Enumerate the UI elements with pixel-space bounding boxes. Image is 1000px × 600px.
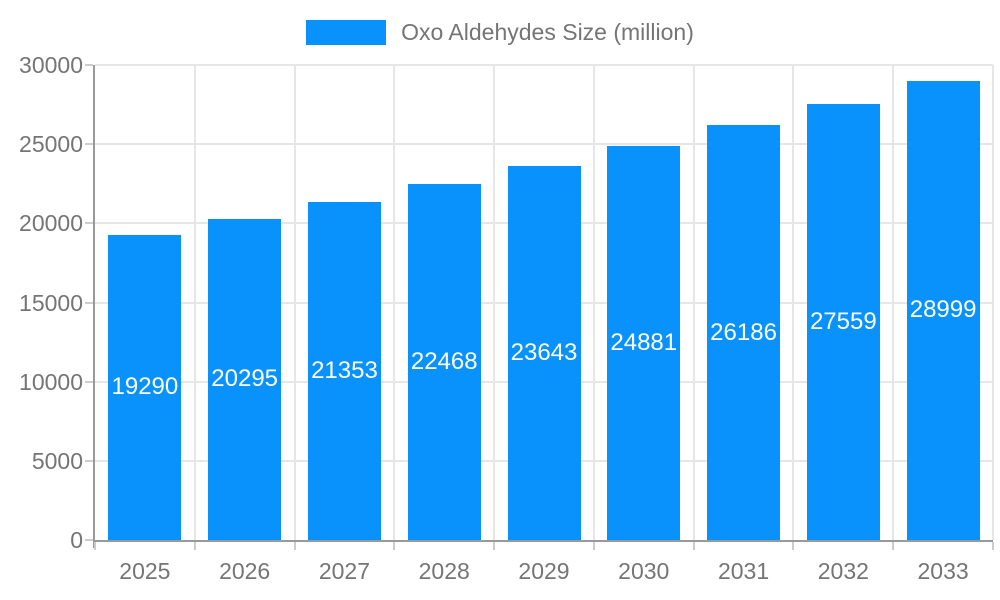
bar[interactable]: 22468 bbox=[407, 184, 481, 540]
bar[interactable]: 20295 bbox=[208, 218, 282, 540]
bar[interactable]: 23643 bbox=[507, 165, 581, 540]
x-axis-tick bbox=[592, 542, 595, 550]
legend-label: Oxo Aldehydes Size (million) bbox=[401, 19, 694, 45]
x-tick-label: 2033 bbox=[917, 558, 969, 584]
bar[interactable]: 28999 bbox=[906, 80, 980, 540]
y-axis-tick bbox=[85, 459, 93, 462]
bar[interactable]: 19290 bbox=[108, 234, 182, 540]
bar-value-label: 27559 bbox=[809, 307, 877, 335]
gridline-v bbox=[992, 65, 994, 540]
x-tick-label: 2026 bbox=[219, 558, 271, 584]
x-axis-tick bbox=[992, 542, 994, 550]
y-tick-label: 5000 bbox=[31, 447, 83, 474]
x-axis-tick bbox=[892, 542, 895, 550]
x-axis-tick bbox=[792, 542, 795, 550]
y-tick-label: 25000 bbox=[19, 131, 83, 158]
x-tick-label: 2025 bbox=[119, 558, 171, 584]
bar[interactable]: 27559 bbox=[806, 103, 880, 540]
y-axis-tick bbox=[85, 301, 93, 304]
x-tick-label: 2031 bbox=[717, 558, 770, 584]
bar-value-label: 23643 bbox=[510, 338, 578, 366]
y-tick-label: 15000 bbox=[19, 289, 83, 316]
bar-value-label: 24881 bbox=[610, 329, 678, 357]
gridline-v bbox=[792, 65, 795, 540]
y-axis-line bbox=[93, 65, 95, 548]
y-axis-tick bbox=[85, 222, 93, 225]
y-axis-tick bbox=[85, 64, 93, 66]
x-axis-tick bbox=[293, 542, 296, 550]
plot-area: 0 5000 10000 15000 20000 25000 30000 19290 20295… bbox=[19, 52, 994, 584]
bar-value-label: 20295 bbox=[211, 365, 279, 393]
bar-value-label: 19290 bbox=[111, 373, 179, 401]
gridline-v bbox=[193, 65, 196, 540]
bar-value-label: 22468 bbox=[410, 348, 478, 376]
y-axis-tick bbox=[85, 380, 93, 383]
bar-value-label: 28999 bbox=[909, 296, 977, 324]
x-axis-tick bbox=[94, 542, 96, 550]
y-tick-label: 0 bbox=[70, 527, 83, 553]
legend-swatch bbox=[306, 20, 387, 45]
x-tick-label: 2030 bbox=[618, 558, 670, 584]
x-tick-label: 2027 bbox=[318, 558, 371, 584]
gridline-v bbox=[493, 65, 496, 540]
y-axis-tick bbox=[85, 143, 93, 146]
x-tick-label: 2029 bbox=[518, 558, 570, 584]
y-axis-tick bbox=[85, 539, 93, 541]
bar[interactable]: 26186 bbox=[707, 125, 781, 540]
gridline-v bbox=[592, 65, 595, 540]
x-tick-label: 2032 bbox=[817, 558, 869, 584]
bar-value-label: 26186 bbox=[710, 318, 777, 346]
bar-value-label: 21353 bbox=[311, 356, 378, 384]
gridline-h bbox=[95, 64, 993, 66]
x-axis-tick bbox=[393, 542, 396, 550]
gridline-v bbox=[892, 65, 895, 540]
y-tick-label: 30000 bbox=[19, 52, 83, 78]
y-tick-label: 20000 bbox=[19, 210, 83, 237]
gridline-h bbox=[95, 143, 993, 146]
bar[interactable]: 21353 bbox=[307, 201, 381, 540]
x-axis-line bbox=[93, 540, 993, 542]
x-axis-tick bbox=[193, 542, 196, 550]
x-tick-label: 2028 bbox=[418, 558, 470, 584]
legend: Oxo Aldehydes Size (million) bbox=[0, 19, 1000, 46]
y-tick-label: 10000 bbox=[19, 368, 83, 395]
x-axis-tick bbox=[692, 542, 695, 550]
bar[interactable]: 24881 bbox=[607, 146, 681, 540]
gridline-v bbox=[393, 65, 396, 540]
gridline-v bbox=[293, 65, 296, 540]
gridline-v bbox=[692, 65, 695, 540]
x-axis-tick bbox=[493, 542, 496, 550]
